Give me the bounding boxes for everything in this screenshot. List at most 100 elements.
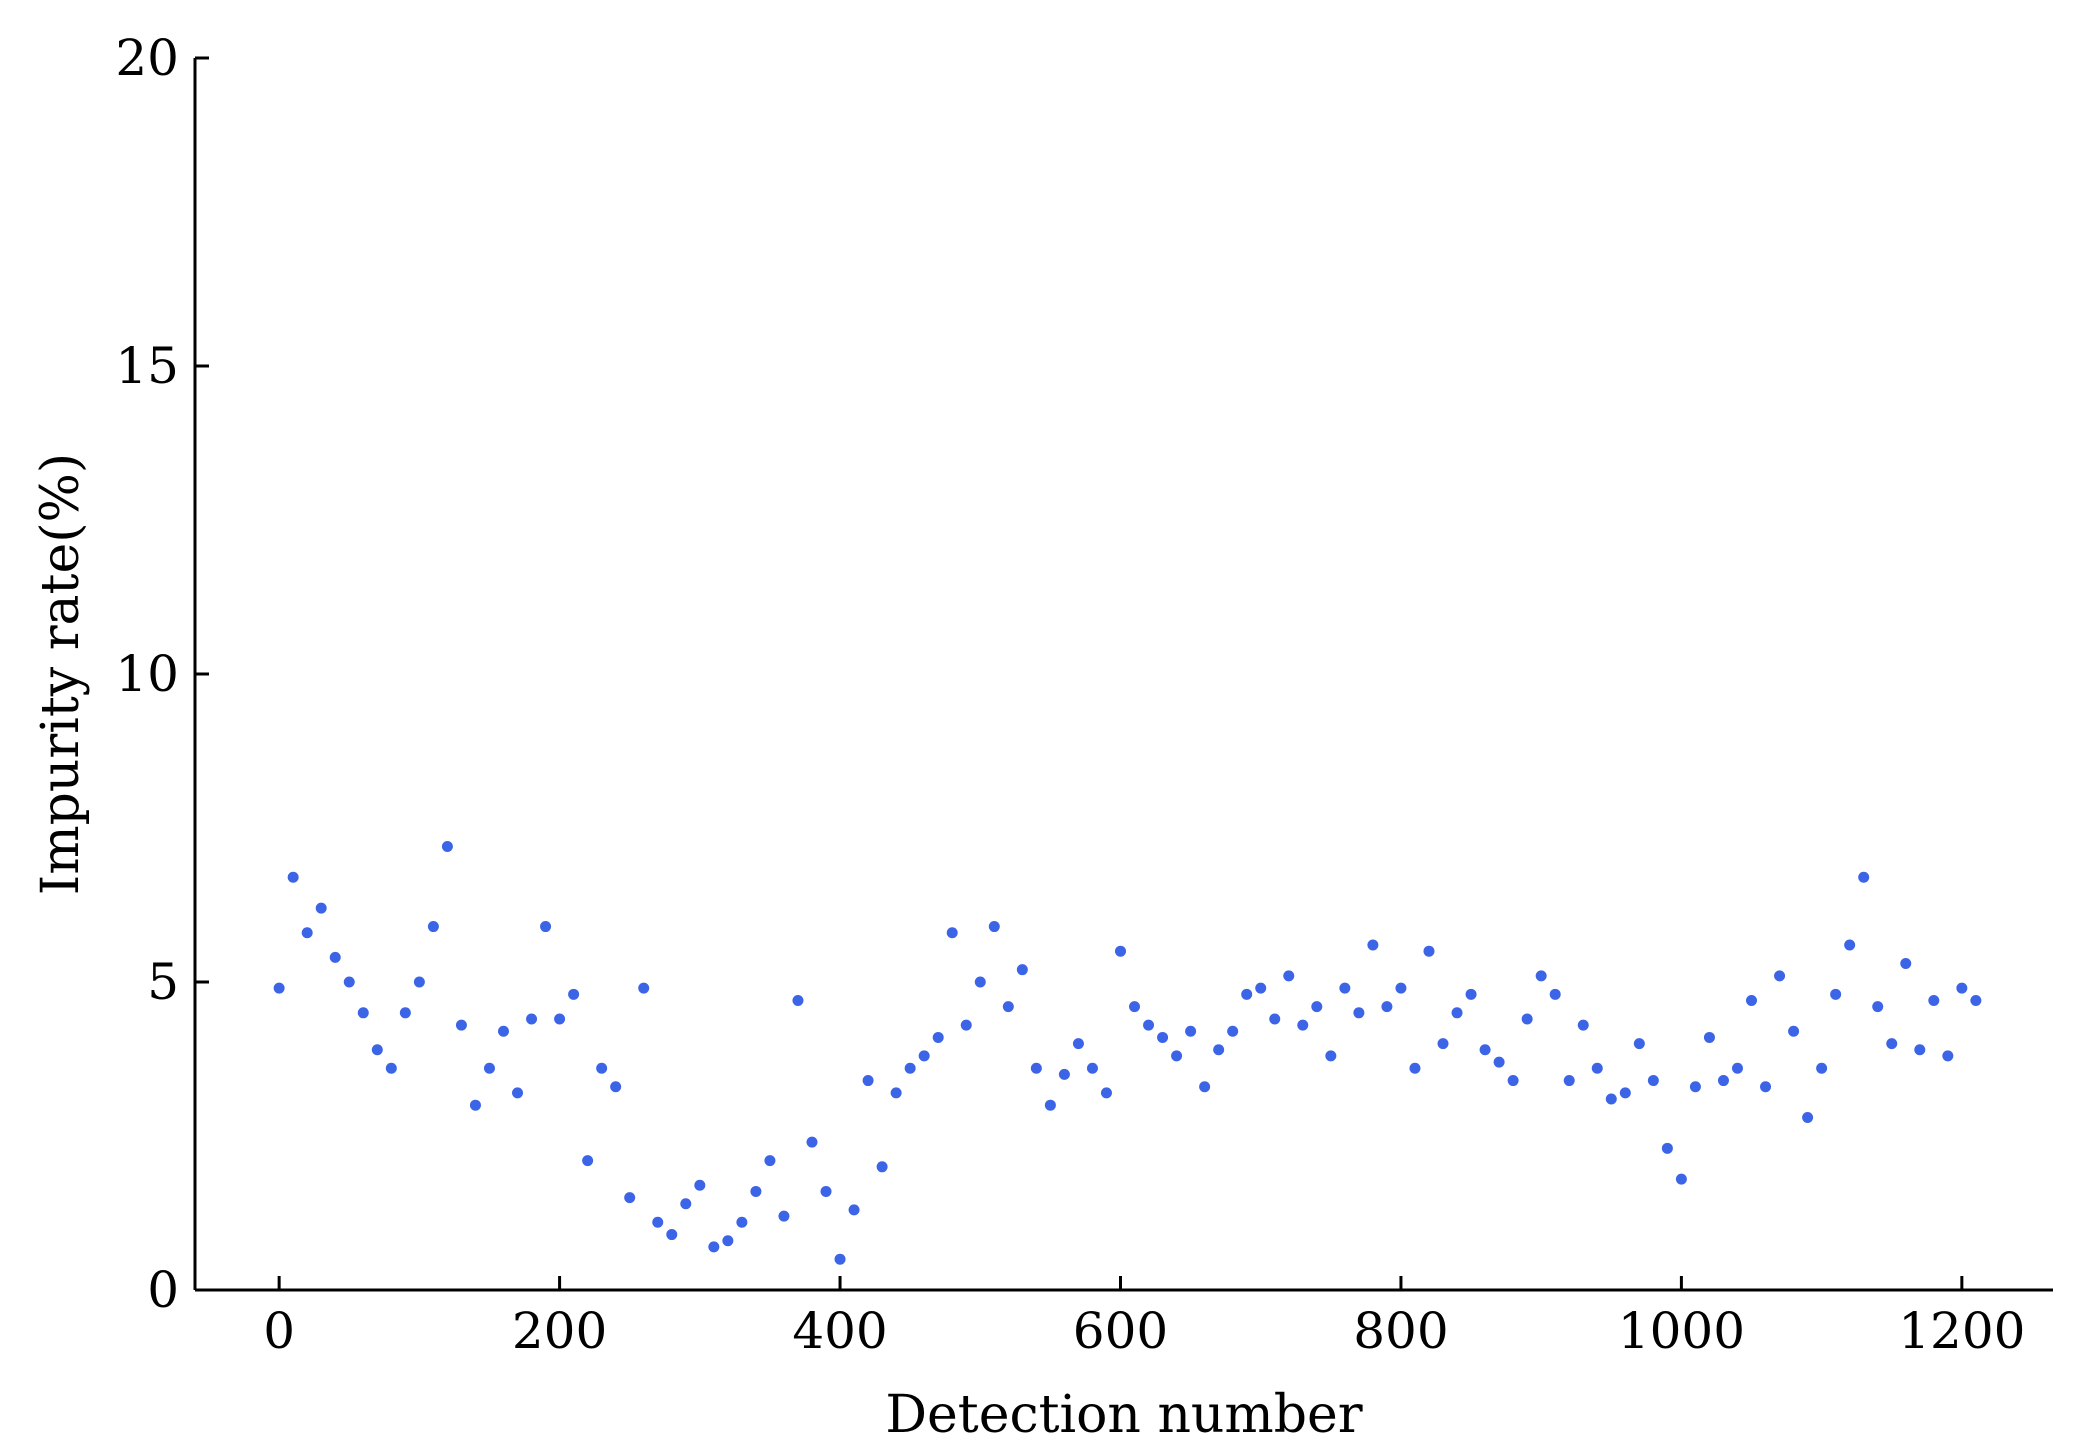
data-point bbox=[1016, 964, 1028, 976]
ticks: 0 200 400 600 800 1000 1200 0 5 10 15 20 bbox=[115, 29, 2025, 1360]
data-point bbox=[1143, 1019, 1155, 1031]
data-point bbox=[1367, 939, 1379, 951]
data-point bbox=[1760, 1081, 1772, 1093]
data-point bbox=[1507, 1075, 1519, 1087]
data-point bbox=[1914, 1044, 1926, 1056]
data-point bbox=[301, 927, 313, 939]
data-point bbox=[512, 1087, 524, 1099]
data-point bbox=[568, 988, 580, 1000]
data-point bbox=[1100, 1087, 1112, 1099]
data-point bbox=[876, 1161, 888, 1173]
data-point bbox=[554, 1013, 566, 1025]
data-point bbox=[1689, 1081, 1701, 1093]
data-point bbox=[1255, 982, 1267, 994]
data-point bbox=[1703, 1031, 1715, 1043]
data-point bbox=[1339, 982, 1351, 994]
data-point bbox=[1970, 994, 1982, 1006]
data-point bbox=[1788, 1025, 1800, 1037]
data-point bbox=[974, 976, 986, 988]
data-point bbox=[540, 921, 552, 933]
data-point bbox=[988, 921, 1000, 933]
data-point bbox=[834, 1253, 846, 1265]
data-point bbox=[1647, 1075, 1659, 1087]
data-point bbox=[792, 994, 804, 1006]
data-point bbox=[1451, 1007, 1463, 1019]
data-point bbox=[778, 1210, 790, 1222]
data-point bbox=[862, 1075, 874, 1087]
data-point bbox=[385, 1062, 397, 1074]
data-point bbox=[1928, 994, 1940, 1006]
y-tick-label: 5 bbox=[147, 953, 179, 1011]
data-point bbox=[1129, 1001, 1141, 1013]
data-point bbox=[1605, 1093, 1617, 1105]
data-point bbox=[610, 1081, 622, 1093]
data-point bbox=[1325, 1050, 1337, 1062]
data-point bbox=[329, 951, 341, 963]
data-point bbox=[287, 871, 299, 883]
data-point bbox=[1886, 1038, 1898, 1050]
data-point bbox=[820, 1185, 832, 1197]
data-point bbox=[371, 1044, 383, 1056]
data-point bbox=[1900, 958, 1912, 970]
data-point bbox=[960, 1019, 972, 1031]
data-point bbox=[1717, 1075, 1729, 1087]
y-tick-label: 15 bbox=[115, 337, 179, 395]
x-tick-label: 400 bbox=[792, 1302, 887, 1360]
data-point bbox=[1044, 1099, 1056, 1111]
data-point bbox=[1157, 1031, 1169, 1043]
data-point bbox=[1423, 945, 1435, 957]
data-point bbox=[399, 1007, 411, 1019]
data-point bbox=[469, 1099, 481, 1111]
data-point bbox=[1521, 1013, 1533, 1025]
x-axis-title: Detection number bbox=[885, 1385, 1362, 1445]
x-tick-label: 800 bbox=[1353, 1302, 1448, 1360]
data-point bbox=[764, 1155, 776, 1167]
y-tick-label: 20 bbox=[115, 29, 179, 87]
data-point bbox=[946, 927, 958, 939]
data-point bbox=[1844, 939, 1856, 951]
data-point bbox=[1381, 1001, 1393, 1013]
data-point bbox=[1058, 1068, 1070, 1080]
data-point bbox=[722, 1235, 734, 1247]
data-point bbox=[932, 1031, 944, 1043]
data-point bbox=[1675, 1173, 1687, 1185]
data-point bbox=[1746, 994, 1758, 1006]
data-point bbox=[582, 1155, 594, 1167]
data-point bbox=[1465, 988, 1477, 1000]
data-point bbox=[624, 1192, 636, 1204]
data-point bbox=[1409, 1062, 1421, 1074]
data-point bbox=[750, 1185, 762, 1197]
data-point bbox=[708, 1241, 720, 1253]
data-point bbox=[904, 1062, 916, 1074]
data-point bbox=[1199, 1081, 1211, 1093]
data-point bbox=[918, 1050, 930, 1062]
data-point bbox=[1872, 1001, 1884, 1013]
x-tick-label: 200 bbox=[512, 1302, 607, 1360]
data-point bbox=[497, 1025, 509, 1037]
data-point bbox=[1830, 988, 1842, 1000]
data-point bbox=[526, 1013, 538, 1025]
data-point bbox=[596, 1062, 608, 1074]
data-point bbox=[1437, 1038, 1449, 1050]
data-point bbox=[483, 1062, 495, 1074]
data-point bbox=[1395, 982, 1407, 994]
data-point bbox=[1114, 945, 1126, 957]
data-point bbox=[1072, 1038, 1084, 1050]
data-point bbox=[1227, 1025, 1239, 1037]
data-point bbox=[1731, 1062, 1743, 1074]
data-point bbox=[1171, 1050, 1183, 1062]
data-point bbox=[1283, 970, 1295, 982]
data-point bbox=[273, 982, 285, 994]
data-point bbox=[890, 1087, 902, 1099]
data-point bbox=[343, 976, 355, 988]
data-point bbox=[1185, 1025, 1197, 1037]
y-tick-label: 0 bbox=[147, 1261, 179, 1319]
data-point bbox=[806, 1136, 818, 1148]
data-point bbox=[1002, 1001, 1014, 1013]
data-point bbox=[652, 1216, 664, 1228]
data-point bbox=[357, 1007, 369, 1019]
data-point bbox=[1802, 1112, 1814, 1124]
data-point bbox=[1086, 1062, 1098, 1074]
x-tick-label: 1000 bbox=[1618, 1302, 1745, 1360]
